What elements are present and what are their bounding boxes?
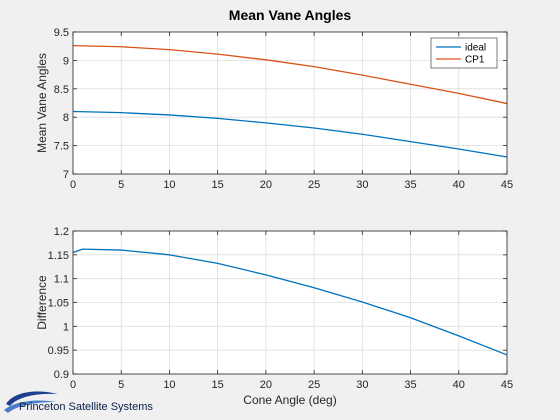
- x-tick-label: 25: [308, 379, 320, 391]
- legend-entry: CP1: [465, 55, 485, 66]
- logo-text: Princeton Satellite Systems: [19, 401, 153, 413]
- y-tick-label: 8.5: [54, 84, 69, 96]
- x-tick-label: 30: [356, 379, 368, 391]
- chart-title: Mean Vane Angles: [229, 7, 352, 23]
- x-tick-label: 0: [70, 379, 76, 391]
- y-axis-label: Mean Vane Angles: [35, 53, 49, 153]
- y-tick-label: 0.95: [48, 345, 69, 357]
- y-tick-label: 9: [63, 55, 69, 67]
- x-tick-label: 20: [260, 379, 272, 391]
- x-tick-label: 35: [404, 179, 416, 191]
- x-tick-label: 0: [70, 179, 76, 191]
- x-tick-label: 5: [118, 379, 124, 391]
- y-tick-label: 9.5: [54, 27, 69, 39]
- psslogo: Princeton Satellite Systems: [4, 391, 153, 413]
- legend-box: [430, 37, 498, 69]
- x-tick-label: 10: [163, 379, 175, 391]
- logo-swoosh-icon: [4, 400, 56, 413]
- y-tick-label: 1.15: [48, 250, 69, 262]
- x-tick-label: 5: [118, 179, 124, 191]
- series-line-cp1: [72, 44, 508, 105]
- x-tick-label: 10: [163, 179, 175, 191]
- y-tick-label: 7: [63, 169, 69, 181]
- series-line-difference: [72, 248, 508, 356]
- logo-swoosh-icon: [6, 391, 58, 406]
- x-tick-label: 45: [501, 379, 513, 391]
- x-tick-label: 15: [212, 179, 224, 191]
- y-tick-label: 1.2: [54, 226, 69, 238]
- y-tick-label: 1: [63, 321, 69, 333]
- x-tick-label: 40: [453, 379, 465, 391]
- x-tick-label: 35: [404, 379, 416, 391]
- x-tick-label: 15: [212, 379, 224, 391]
- y-tick-label: 1.1: [54, 274, 69, 286]
- y-tick-label: 0.9: [54, 369, 69, 381]
- x-tick-label: 25: [308, 179, 320, 191]
- axes-box: [72, 31, 508, 175]
- y-axis-label: Difference: [35, 275, 49, 330]
- y-tick-label: 1.05: [48, 298, 69, 310]
- x-tick-label: 45: [501, 179, 513, 191]
- y-tick-label: 8: [63, 112, 69, 124]
- chart-difference: 0 5 10 15 20 25 30 35 40 45 0.9 0.95 1 1.05 1.1 1.15 1.2…: [35, 226, 513, 407]
- x-tick-label: 20: [260, 179, 272, 191]
- y-tick-label: 7.5: [54, 141, 69, 153]
- x-tick-label: 40: [453, 179, 465, 191]
- legend-entry: ideal: [465, 43, 486, 54]
- series-line-ideal: [72, 110, 508, 158]
- x-axis-label: Cone Angle (deg): [243, 393, 336, 407]
- x-tick-label: 30: [356, 179, 368, 191]
- chart-mean-vane-angles: 0 5 10 15 20 25 30 35 40 45 7 7.5 8 8.5 9 9.5 Mean Vane …: [35, 7, 513, 191]
